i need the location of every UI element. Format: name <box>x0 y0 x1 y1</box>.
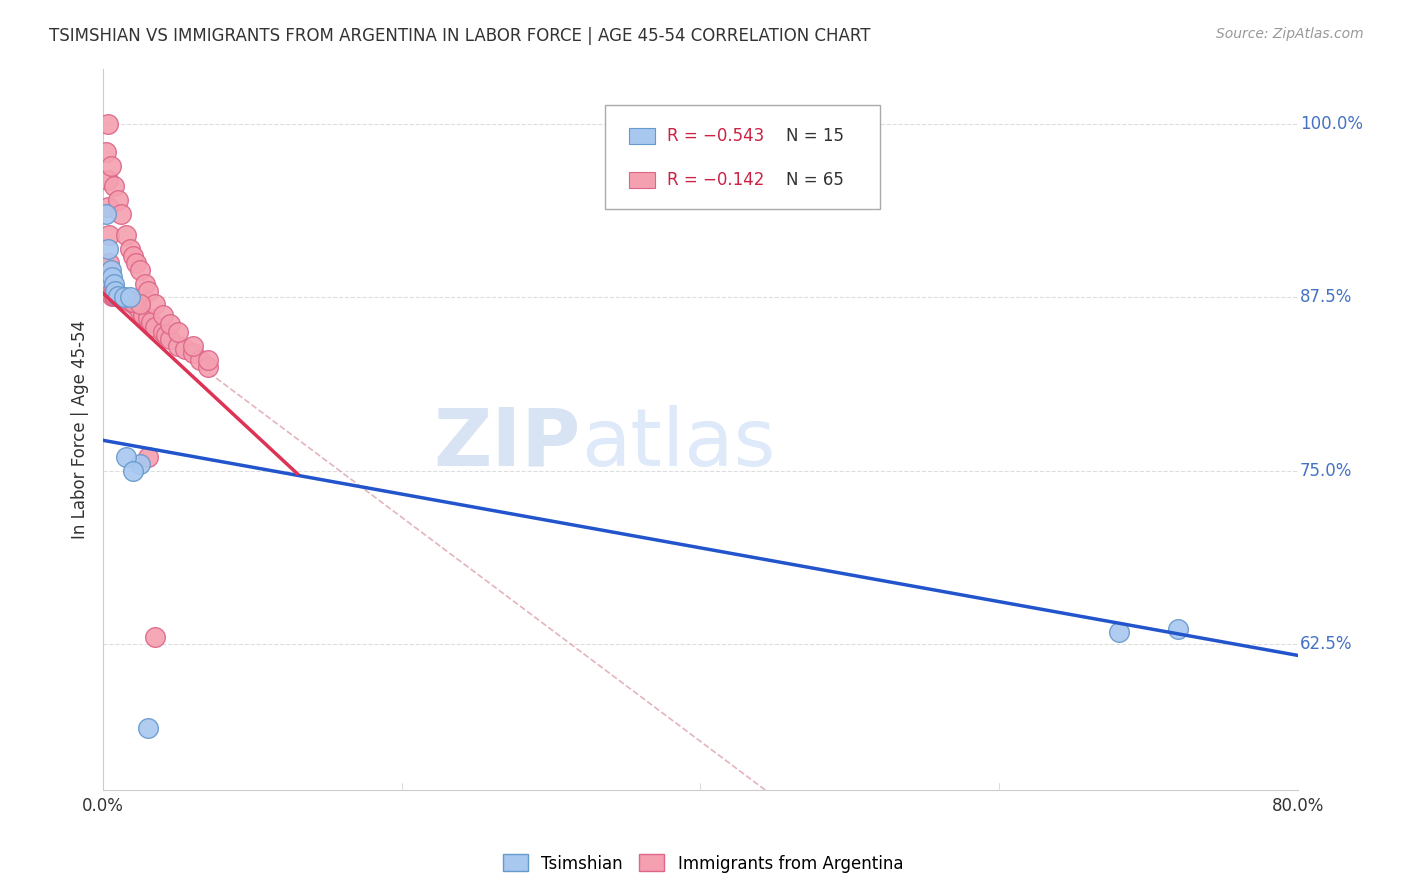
Point <box>104 289 127 303</box>
Point <box>111 290 134 304</box>
Point <box>114 292 136 306</box>
Point <box>122 294 145 309</box>
Text: ZIP: ZIP <box>433 405 581 483</box>
Point <box>124 297 146 311</box>
Point <box>145 297 167 311</box>
Point <box>112 290 135 304</box>
Text: 87.5%: 87.5% <box>1301 288 1353 307</box>
Point <box>103 289 125 303</box>
Point <box>105 289 128 303</box>
Point <box>1167 622 1189 636</box>
Text: TSIMSHIAN VS IMMIGRANTS FROM ARGENTINA IN LABOR FORCE | AGE 45-54 CORRELATION CH: TSIMSHIAN VS IMMIGRANTS FROM ARGENTINA I… <box>49 27 870 45</box>
Legend: Tsimshian, Immigrants from Argentina: Tsimshian, Immigrants from Argentina <box>496 847 910 880</box>
Point <box>122 464 145 478</box>
Point <box>108 290 131 304</box>
Point <box>136 450 159 464</box>
Point <box>127 300 149 314</box>
Point <box>132 309 155 323</box>
Point <box>112 292 135 306</box>
Point <box>159 332 181 346</box>
Point <box>104 284 127 298</box>
FancyBboxPatch shape <box>605 104 880 210</box>
Point <box>181 346 204 360</box>
Point <box>114 450 136 464</box>
Point <box>181 339 204 353</box>
Point <box>129 304 152 318</box>
Point <box>129 297 152 311</box>
Point <box>103 277 125 291</box>
Point <box>115 292 138 306</box>
Point <box>101 287 124 301</box>
Point <box>94 207 117 221</box>
Point <box>136 721 159 735</box>
Point <box>98 227 121 242</box>
FancyBboxPatch shape <box>628 128 655 144</box>
Text: N = 15: N = 15 <box>786 127 845 145</box>
Point <box>136 284 159 298</box>
Point <box>139 315 162 329</box>
Point <box>166 325 188 339</box>
Point <box>145 319 167 334</box>
Point <box>136 311 159 326</box>
Point <box>1108 624 1130 639</box>
Point <box>107 289 129 303</box>
Point <box>103 289 125 303</box>
Point <box>94 145 117 159</box>
Point <box>152 309 174 323</box>
Point <box>159 317 181 331</box>
Text: 80.0%: 80.0% <box>1271 797 1324 815</box>
Text: 75.0%: 75.0% <box>1301 462 1353 480</box>
Point <box>145 631 167 645</box>
Point <box>197 352 219 367</box>
Point <box>118 290 141 304</box>
Point <box>118 242 141 256</box>
Point <box>174 342 197 356</box>
Point <box>117 293 139 308</box>
Point <box>100 159 122 173</box>
Point <box>114 227 136 242</box>
Point <box>134 277 156 291</box>
Point <box>98 256 121 270</box>
Point <box>114 292 136 306</box>
Point <box>100 262 122 277</box>
Point <box>107 289 129 303</box>
Text: Source: ZipAtlas.com: Source: ZipAtlas.com <box>1216 27 1364 41</box>
Point <box>188 352 211 367</box>
Point <box>129 262 152 277</box>
Point <box>101 269 124 284</box>
Text: 100.0%: 100.0% <box>1301 115 1362 133</box>
Text: R = −0.142: R = −0.142 <box>666 171 765 189</box>
Point <box>197 359 219 374</box>
Text: N = 65: N = 65 <box>786 171 844 189</box>
Point <box>101 289 124 303</box>
Point <box>125 297 148 311</box>
Point <box>110 290 132 304</box>
Point <box>107 194 129 208</box>
Point <box>104 289 127 303</box>
Text: 62.5%: 62.5% <box>1301 635 1353 653</box>
Point <box>166 339 188 353</box>
Point <box>118 293 141 308</box>
Point <box>122 249 145 263</box>
Point <box>121 294 143 309</box>
Y-axis label: In Labor Force | Age 45-54: In Labor Force | Age 45-54 <box>72 319 89 539</box>
Point <box>97 200 120 214</box>
Text: atlas: atlas <box>581 405 775 483</box>
Text: R = −0.543: R = −0.543 <box>666 127 765 145</box>
Point <box>152 325 174 339</box>
Point <box>103 179 125 194</box>
Point <box>107 289 129 303</box>
Point <box>97 172 120 186</box>
Point <box>97 117 120 131</box>
Point <box>97 242 120 256</box>
Point <box>100 277 122 291</box>
Point <box>125 256 148 270</box>
Point <box>155 327 177 342</box>
Point <box>100 286 122 301</box>
Point <box>129 457 152 471</box>
Point <box>122 294 145 309</box>
FancyBboxPatch shape <box>628 172 655 188</box>
Text: 0.0%: 0.0% <box>82 797 124 815</box>
Point <box>110 207 132 221</box>
